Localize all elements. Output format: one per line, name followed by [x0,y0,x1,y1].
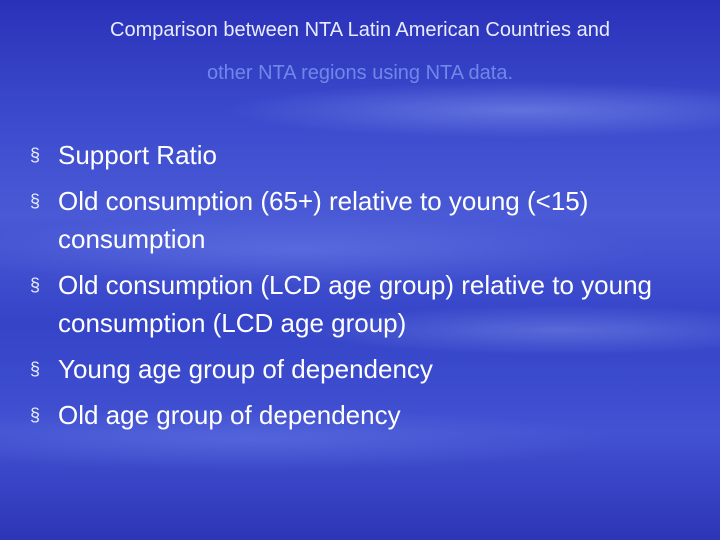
bullet-text: Support Ratio [58,140,217,170]
bullet-marker: § [30,145,41,165]
bullet-marker: § [30,191,41,211]
bullet-text: Young age group of dependency [58,354,433,384]
bullet-text: Old consumption (LCD age group) relative… [58,270,652,338]
bullet-text: Old consumption (65+) relative to young … [58,186,589,254]
bullet-item: § Young age group of dependency [30,350,668,388]
bullet-item: § Old consumption (65+) relative to young… [30,182,668,258]
bullet-marker: § [30,405,41,425]
bullet-item: § Support Ratio [30,136,668,174]
bullet-text: Old age group of dependency [58,400,401,430]
bullet-item: § Old consumption (LCD age group) relativ… [30,266,668,342]
title-line: Comparison between NTA Latin American Co… [110,19,610,41]
bullet-marker: § [30,275,41,295]
bullet-list: § Support Ratio § Old consumption (65+) rel… [30,136,680,442]
title-line: other NTA regions using NTA data. [206,62,514,84]
slide-title: Comparison between NTA Latin American Co… [0,14,720,100]
bullet-marker: § [30,359,41,379]
bullet-item: § Old age group of dependency [30,396,668,434]
